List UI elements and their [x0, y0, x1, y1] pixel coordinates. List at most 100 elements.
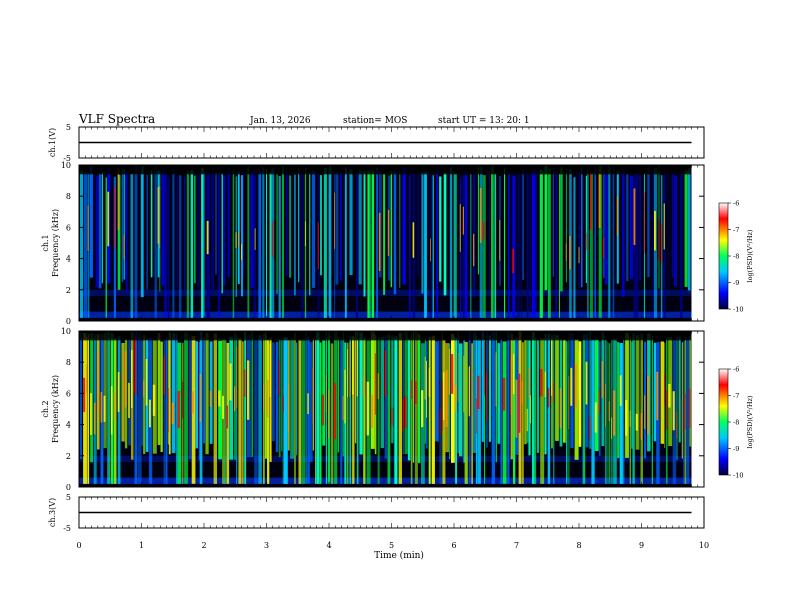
sferic-core: [430, 238, 431, 262]
start-time-label: start UT = 13: 20: 1: [438, 116, 530, 126]
sferic-stripe: [559, 173, 560, 318]
sferic-core: [518, 373, 521, 433]
sferic-stripe: [500, 338, 503, 484]
sferic-stripe: [247, 165, 250, 318]
sferic-stripe: [680, 170, 683, 318]
sferic-stripe: [394, 336, 398, 484]
sferic-stripe: [399, 170, 401, 288]
sferic-stripe: [320, 175, 322, 276]
sferic-stripe: [488, 335, 491, 442]
noise-band: [79, 455, 692, 463]
sferic-core: [312, 368, 314, 424]
sferic-stripe: [432, 175, 434, 318]
sferic-stripe: [566, 341, 568, 484]
ch2-colorbar: -6 -7 -8 -9 -10 log(PSD)(V²/Hz): [718, 366, 754, 480]
sferic-stripe: [176, 175, 178, 289]
sferic-core: [342, 396, 344, 421]
sferic-stripe: [513, 339, 516, 484]
sferic-core: [410, 380, 412, 399]
sferic-core: [334, 192, 335, 249]
sferic-stripe: [190, 169, 194, 318]
sferic-stripe: [359, 332, 363, 455]
sferic-stripe: [265, 332, 267, 459]
sferic-stripe: [330, 343, 334, 484]
sferic-stripe: [424, 171, 427, 318]
y-axis-label: ch.3(V): [48, 498, 57, 527]
sferic-stripe: [195, 341, 198, 449]
sferic-stripe: [196, 172, 200, 287]
sferic-stripe: [358, 170, 362, 285]
sferic-stripe: [678, 336, 681, 443]
sferic-core: [182, 381, 184, 419]
sferic-core: [559, 388, 562, 429]
sferic-stripe: [315, 339, 317, 484]
sferic-stripe: [237, 171, 240, 284]
sferic-stripe: [134, 331, 138, 484]
sferic-stripe: [322, 340, 326, 446]
sferic-stripe: [436, 165, 438, 318]
sferic-stripe: [103, 333, 107, 449]
sferic-core: [148, 399, 151, 428]
sferic-stripe: [251, 331, 254, 457]
colorbar-label: log(PSD)(V²/Hz): [746, 229, 754, 282]
sferic-stripe: [157, 333, 161, 445]
sferic-stripe: [319, 342, 322, 484]
sferic-stripe: [171, 333, 176, 454]
sferic-stripe: [335, 171, 339, 285]
sferic-stripe: [376, 167, 378, 318]
sferic-stripe: [107, 331, 111, 484]
sferic-core: [513, 353, 515, 395]
colorbar-tick-label: -7: [733, 392, 739, 400]
sferic-core: [103, 395, 106, 422]
sferic-core: [263, 383, 265, 412]
sferic-stripe: [639, 175, 641, 281]
sferic-core: [241, 243, 243, 260]
sferic-core: [457, 353, 459, 403]
sferic-core: [439, 409, 441, 435]
sferic-core: [521, 381, 524, 404]
sferic-stripe: [507, 331, 510, 484]
sferic-stripe: [676, 334, 678, 460]
sferic-stripe: [241, 175, 243, 297]
sferic-core: [547, 388, 550, 408]
sferic-core: [451, 354, 454, 394]
sferic-stripe: [387, 334, 391, 484]
colorbar-tick-label: -8: [733, 419, 739, 427]
sferic-core: [304, 221, 306, 247]
sferic-stripe: [590, 173, 593, 318]
sferic-stripe: [536, 340, 540, 453]
sferic-stripe: [253, 175, 255, 318]
sferic-stripe: [594, 165, 596, 318]
sferic-core: [445, 370, 448, 427]
sferic-core: [660, 225, 662, 263]
sferic-stripe: [607, 342, 609, 484]
sferic-stripe: [449, 343, 451, 460]
sferic-stripe: [421, 171, 424, 294]
no-data-region: [691, 331, 704, 487]
sferic-stripe: [526, 340, 529, 443]
sferic-stripe: [578, 172, 580, 286]
sferic-core: [594, 402, 598, 433]
y-tick-label: 8: [66, 358, 71, 367]
sferic-core: [117, 168, 120, 230]
ch1-spectrogram-panel: [79, 165, 704, 321]
y-axis-label-line: ch.2: [41, 400, 50, 417]
sferic-stripe: [640, 333, 643, 484]
sferic-stripe: [95, 176, 99, 288]
x-axis-label: Time (min): [374, 550, 424, 561]
sferic-core: [515, 379, 518, 438]
sferic-core: [377, 373, 379, 400]
colorbar-tick-label: -10: [733, 472, 743, 480]
sferic-stripe: [653, 342, 657, 442]
sferic-stripe: [629, 336, 631, 484]
sferic-stripe: [309, 173, 311, 296]
sferic-stripe: [211, 167, 214, 293]
sferic-core: [647, 375, 650, 435]
sferic-stripe: [117, 175, 121, 290]
x-tick-label: 2: [201, 541, 206, 550]
sferic-core: [486, 372, 488, 421]
y-axis-label: ch.1Frequency (kHz): [41, 209, 60, 277]
sferic-stripe: [296, 342, 298, 456]
